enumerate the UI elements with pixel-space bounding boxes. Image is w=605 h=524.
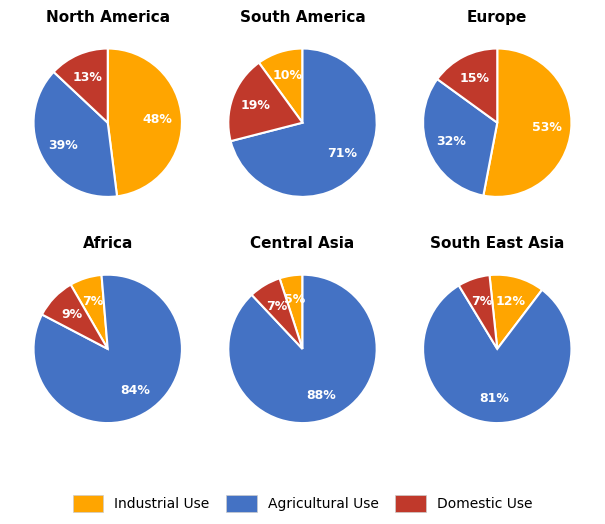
Wedge shape [489, 275, 542, 349]
Text: 7%: 7% [82, 295, 103, 308]
Text: 9%: 9% [61, 308, 82, 321]
Text: 84%: 84% [120, 384, 150, 397]
Legend: Industrial Use, Agricultural Use, Domestic Use: Industrial Use, Agricultural Use, Domest… [67, 490, 538, 517]
Wedge shape [252, 278, 302, 349]
Wedge shape [71, 275, 108, 349]
Text: 10%: 10% [272, 69, 302, 82]
Title: South America: South America [240, 9, 365, 25]
Wedge shape [259, 49, 302, 123]
Text: 48%: 48% [142, 113, 172, 126]
Text: 12%: 12% [495, 294, 526, 308]
Wedge shape [33, 275, 182, 423]
Wedge shape [483, 49, 572, 197]
Text: 13%: 13% [73, 71, 103, 84]
Text: 53%: 53% [532, 121, 561, 134]
Wedge shape [423, 286, 572, 423]
Text: 39%: 39% [48, 139, 78, 152]
Wedge shape [437, 49, 497, 123]
Text: 32%: 32% [436, 135, 466, 148]
Wedge shape [423, 79, 497, 195]
Text: 19%: 19% [241, 100, 270, 112]
Text: 15%: 15% [460, 72, 489, 85]
Title: North America: North America [46, 9, 170, 25]
Wedge shape [54, 49, 108, 123]
Wedge shape [459, 275, 497, 349]
Wedge shape [228, 63, 302, 141]
Text: 7%: 7% [267, 300, 288, 313]
Wedge shape [228, 275, 377, 423]
Title: Europe: Europe [467, 9, 528, 25]
Wedge shape [280, 275, 302, 349]
Title: Central Asia: Central Asia [250, 236, 355, 251]
Text: 71%: 71% [327, 147, 357, 160]
Text: 5%: 5% [284, 293, 306, 307]
Wedge shape [33, 72, 117, 197]
Wedge shape [231, 49, 377, 197]
Text: 88%: 88% [306, 389, 336, 401]
Wedge shape [108, 49, 182, 197]
Text: 81%: 81% [480, 392, 509, 405]
Title: Africa: Africa [82, 236, 133, 251]
Title: South East Asia: South East Asia [430, 236, 564, 251]
Wedge shape [42, 285, 108, 349]
Text: 7%: 7% [471, 296, 492, 308]
